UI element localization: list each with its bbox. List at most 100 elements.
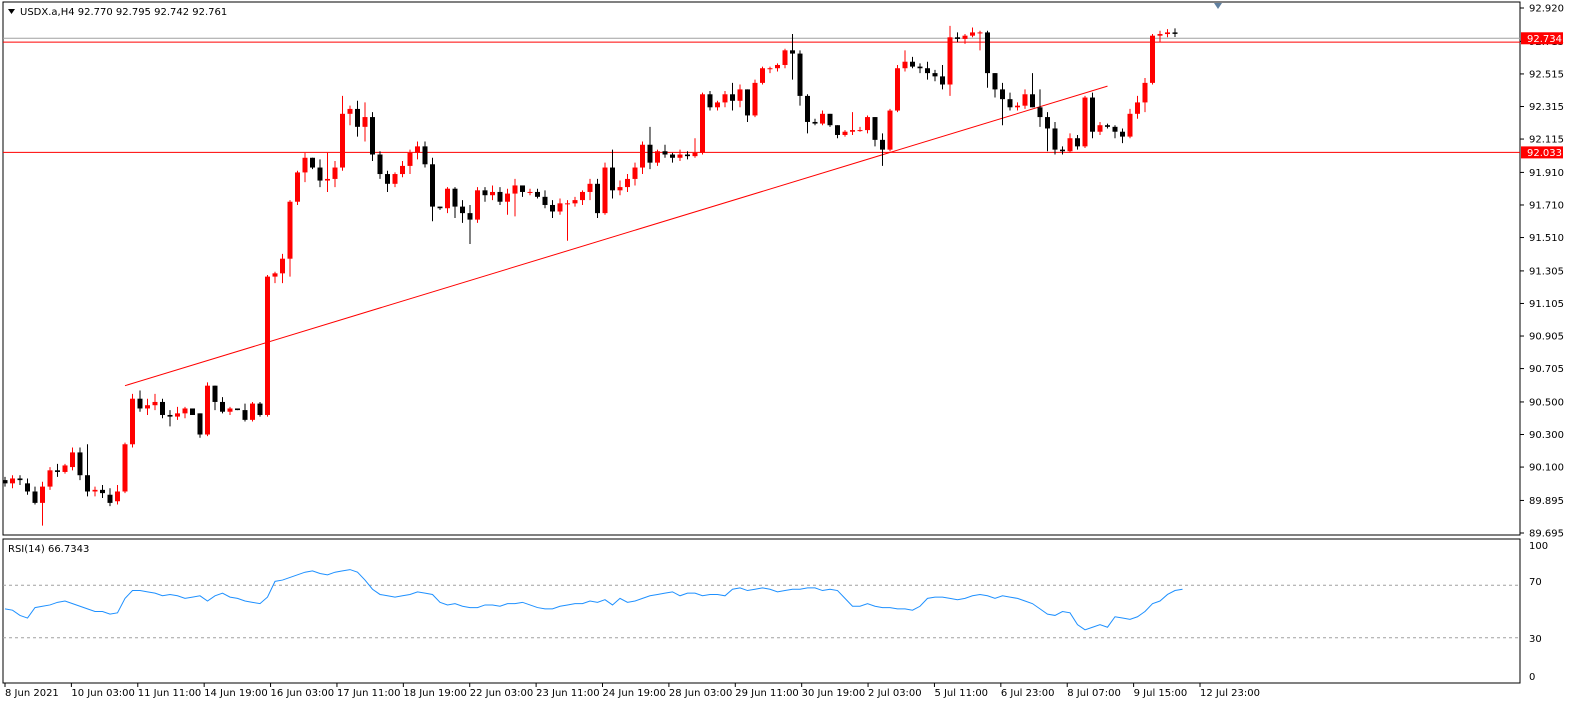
candle [535,188,540,199]
candle [482,187,488,202]
candle-body [655,151,660,163]
time-axis-label: 5 Jul 11:00 [934,688,988,699]
candle-body [550,204,555,212]
candle [1097,121,1103,135]
candle [265,274,270,417]
candle [175,406,180,420]
candle-body [160,401,165,415]
candle [250,401,255,422]
candle-body [122,444,128,492]
candle [1015,102,1020,111]
candle [122,442,128,494]
candle-body [857,130,863,132]
trend-line[interactable] [124,85,1108,387]
candle [70,447,75,471]
candle [902,50,908,72]
candle-body [880,139,885,150]
candle-body [1135,102,1140,114]
candle [1000,82,1005,126]
rsi-panel-frame [2,538,1521,684]
candle-body [1075,138,1080,147]
candle-body [535,191,540,197]
candle-body [542,196,548,205]
candle [647,126,653,170]
candle-body [925,68,930,74]
candle [827,113,833,127]
candle [100,484,105,498]
candle [985,30,990,88]
price-axis: 92.92092.71592.51592.31592.11591.91091.7… [1520,4,1564,540]
candle-body [445,188,450,209]
triangle-down-icon[interactable] [8,9,15,14]
candle [475,187,480,223]
rsi-panel[interactable]: RSI(14) 66.7343 100 70 30 0 [2,538,1548,684]
candle-body [272,273,278,277]
candle-body [1127,113,1133,137]
candle [602,162,608,215]
candle [107,488,113,507]
candle [310,157,315,170]
candle [722,91,728,108]
candle-body [767,68,773,70]
candle-body [1157,34,1163,36]
candle [392,172,398,188]
time-axis-label: 29 Jun 11:00 [735,688,799,699]
candle-body [910,61,915,67]
candle [910,56,915,69]
candle [1067,133,1073,153]
candle [1120,128,1125,144]
price-panel-frame [2,1,1521,536]
time-axis-label: 9 Jul 15:00 [1134,688,1188,699]
time-axis-label: 28 Jun 03:00 [669,688,733,699]
candle-body [482,190,488,196]
candle-body [850,130,855,132]
candle-body [692,152,698,157]
candle-body [1172,32,1178,34]
candle [617,180,623,196]
candle-body [565,203,570,205]
candle [587,178,593,201]
candle-body [812,121,818,124]
time-axis-label: 2 Jul 03:00 [868,688,922,699]
candle-body [55,470,60,472]
candle-body [1082,97,1088,147]
candle-body [1060,149,1065,152]
price-axis-label: 90.705 [1529,364,1564,375]
candle [280,253,285,284]
candle [505,188,510,215]
candle-body [1007,99,1013,108]
candle [557,198,563,215]
candle [1007,92,1013,111]
time-axis-label: 14 Jun 19:00 [204,688,268,699]
candle [1037,89,1043,127]
candle [257,401,263,417]
candle [857,126,863,132]
candle-body [197,413,203,435]
candle-body [970,32,975,36]
candle-body [115,491,120,502]
candle-body [782,50,788,65]
candle [182,406,188,419]
time-axis-label: 10 Jun 03:00 [71,688,135,699]
candle-body [917,66,923,69]
candle-body [355,108,360,127]
candle [1075,134,1080,150]
resistance-price-tag-bg [1521,146,1563,159]
candle-body [1090,97,1095,132]
candle-body [220,401,225,412]
candle [962,34,968,44]
candle [47,467,53,490]
candle-body [962,35,968,39]
candle [512,178,518,217]
time-axis-label: 24 Jun 19:00 [603,688,667,699]
price-axis-label: 90.100 [1529,463,1564,474]
candle [17,475,23,485]
trend-layer[interactable] [124,85,1108,387]
price-panel[interactable]: 92.92092.71592.51592.31592.11591.91091.7… [2,1,1565,540]
candle [527,188,533,196]
candle-body [707,94,713,108]
rsi-title: RSI(14) 66.7343 [8,544,89,555]
candle [565,200,570,241]
candle-body [362,117,368,127]
